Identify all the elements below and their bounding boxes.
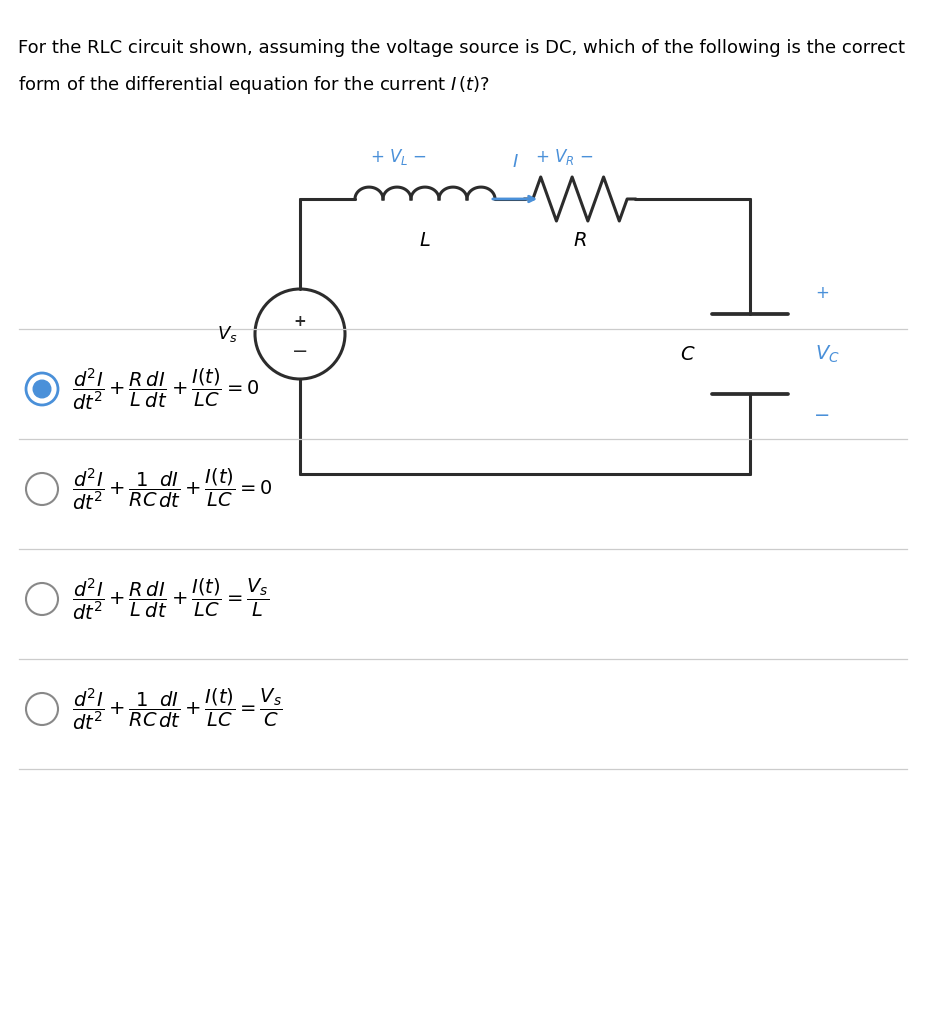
Text: $\dfrac{d^2I}{dt^2} + \dfrac{1}{RC}\dfrac{dI}{dt} + \dfrac{I(t)}{LC} = \dfrac{V_: $\dfrac{d^2I}{dt^2} + \dfrac{1}{RC}\dfra… [72,686,283,732]
Text: + $V_R$ −: + $V_R$ − [535,147,594,167]
Text: For the RLC circuit shown, assuming the voltage source is DC, which of the follo: For the RLC circuit shown, assuming the … [18,39,905,57]
Text: + $V_L$ −: + $V_L$ − [370,147,427,167]
Text: $V_s$: $V_s$ [217,324,238,344]
Text: +: + [293,313,306,329]
Text: $L$: $L$ [419,231,431,250]
Text: $R$: $R$ [574,231,586,250]
Text: $V_C$: $V_C$ [815,343,840,365]
Text: $\dfrac{d^2I}{dt^2} + \dfrac{1}{RC}\dfrac{dI}{dt} + \dfrac{I(t)}{LC} = 0$: $\dfrac{d^2I}{dt^2} + \dfrac{1}{RC}\dfra… [72,466,273,512]
Text: −: − [814,406,831,425]
Circle shape [33,380,51,397]
Text: +: + [815,284,829,302]
Text: $C$: $C$ [680,344,696,364]
Text: $\dfrac{d^2I}{dt^2} + \dfrac{R}{L}\dfrac{dI}{dt} + \dfrac{I(t)}{LC} = 0$: $\dfrac{d^2I}{dt^2} + \dfrac{R}{L}\dfrac… [72,367,259,412]
Text: −: − [291,342,308,361]
Text: form of the differential equation for the current $I\,(t)$?: form of the differential equation for th… [18,74,490,96]
Text: $\dfrac{d^2I}{dt^2} + \dfrac{R}{L}\dfrac{dI}{dt} + \dfrac{I(t)}{LC} = \dfrac{V_s: $\dfrac{d^2I}{dt^2} + \dfrac{R}{L}\dfrac… [72,577,269,622]
Text: $I$: $I$ [512,153,518,171]
